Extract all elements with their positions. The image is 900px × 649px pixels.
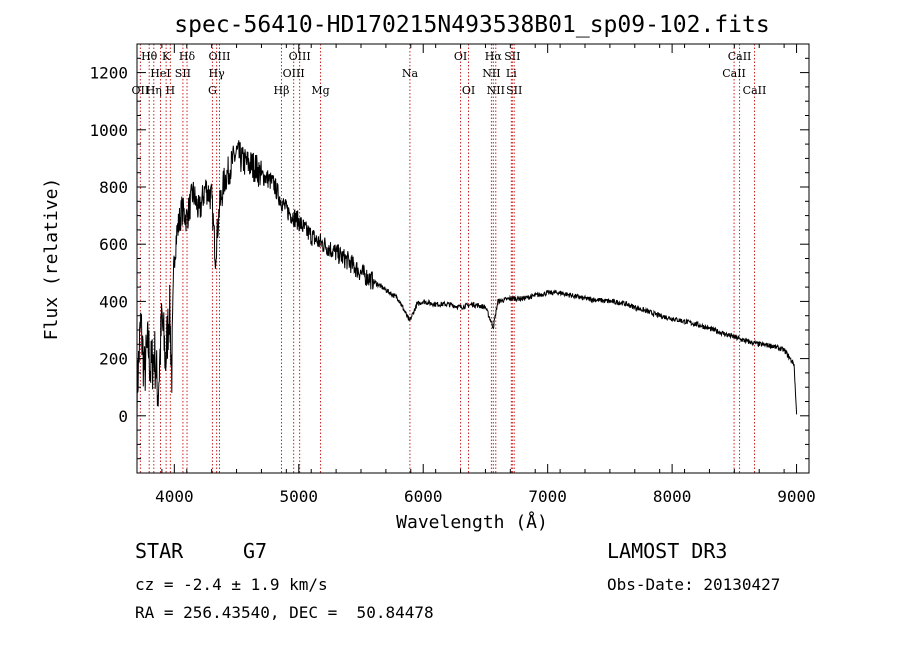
emission-line-label: Mg xyxy=(311,84,329,97)
emission-line-label: Hα xyxy=(485,50,503,63)
emission-line-label: NII xyxy=(482,67,500,80)
emission-line-label: SII xyxy=(175,67,191,80)
y-tick-label: 400 xyxy=(99,292,128,311)
x-tick-label: 6000 xyxy=(404,487,443,506)
emission-line-label: Hη xyxy=(146,84,162,97)
emission-line-label: CaII xyxy=(728,50,752,63)
emission-line-label: OIII xyxy=(289,50,311,63)
spectrum-series-line xyxy=(136,140,798,425)
emission-line-label: Hβ xyxy=(274,84,290,97)
object-subclass: G7 xyxy=(243,539,268,563)
axis-ticks: 4000 5000 6000 7000 8000 9000 0 200 400 600 800 100… xyxy=(89,43,816,506)
emission-line-label: Hγ xyxy=(209,67,226,80)
emission-line-label: OIII xyxy=(208,50,230,63)
emission-line-label: Hθ xyxy=(141,50,158,63)
x-tick-label: 7000 xyxy=(528,487,567,506)
emission-line-label: CaII xyxy=(722,67,746,80)
y-tick-label: 200 xyxy=(99,350,128,369)
emission-line-label: Hδ xyxy=(179,50,196,63)
chart-title: spec-56410-HD170215N493538B01_sp09-102.f… xyxy=(174,12,769,38)
y-tick-label: 800 xyxy=(99,178,128,197)
y-tick-label: 0 xyxy=(118,407,128,426)
observation-date: Obs-Date: 20130427 xyxy=(607,575,781,594)
x-tick-label: 5000 xyxy=(280,487,319,506)
emission-line-label: HeI xyxy=(150,67,170,80)
survey-name: LAMOST DR3 xyxy=(607,539,728,563)
y-axis-label: Flux (relative) xyxy=(41,178,62,341)
x-tick-label: 9000 xyxy=(777,487,816,506)
emission-line-label: Na xyxy=(402,67,419,80)
y-tick-label: 1000 xyxy=(89,121,128,140)
redshift-velocity: cz = -2.4 ± 1.9 km/s xyxy=(135,575,328,594)
emission-line-label: Li xyxy=(506,67,517,80)
emission-line-label: OII xyxy=(132,84,150,97)
x-tick-label: 4000 xyxy=(155,487,194,506)
y-tick-label: 1200 xyxy=(89,64,128,83)
emission-line-label: G xyxy=(208,84,217,97)
emission-line-label: CaII xyxy=(743,84,767,97)
emission-line-label: OI xyxy=(454,50,467,63)
emission-line-label: NII xyxy=(487,84,505,97)
plot-frame xyxy=(136,43,810,474)
emission-line-label: SII xyxy=(504,50,520,63)
coordinates: RA = 256.43540, DEC = 50.84478 xyxy=(135,603,434,622)
x-tick-label: 8000 xyxy=(653,487,692,506)
object-class: STAR xyxy=(135,539,184,563)
emission-line-label: H xyxy=(166,84,176,97)
emission-line-markers xyxy=(139,44,755,473)
x-axis-label: Wavelength (Å) xyxy=(396,511,548,533)
y-tick-label: 600 xyxy=(99,235,128,254)
emission-line-label: K xyxy=(162,50,171,63)
emission-line-label: OIII xyxy=(283,67,305,80)
emission-line-label: SII xyxy=(506,84,522,97)
emission-line-label: OI xyxy=(462,84,475,97)
